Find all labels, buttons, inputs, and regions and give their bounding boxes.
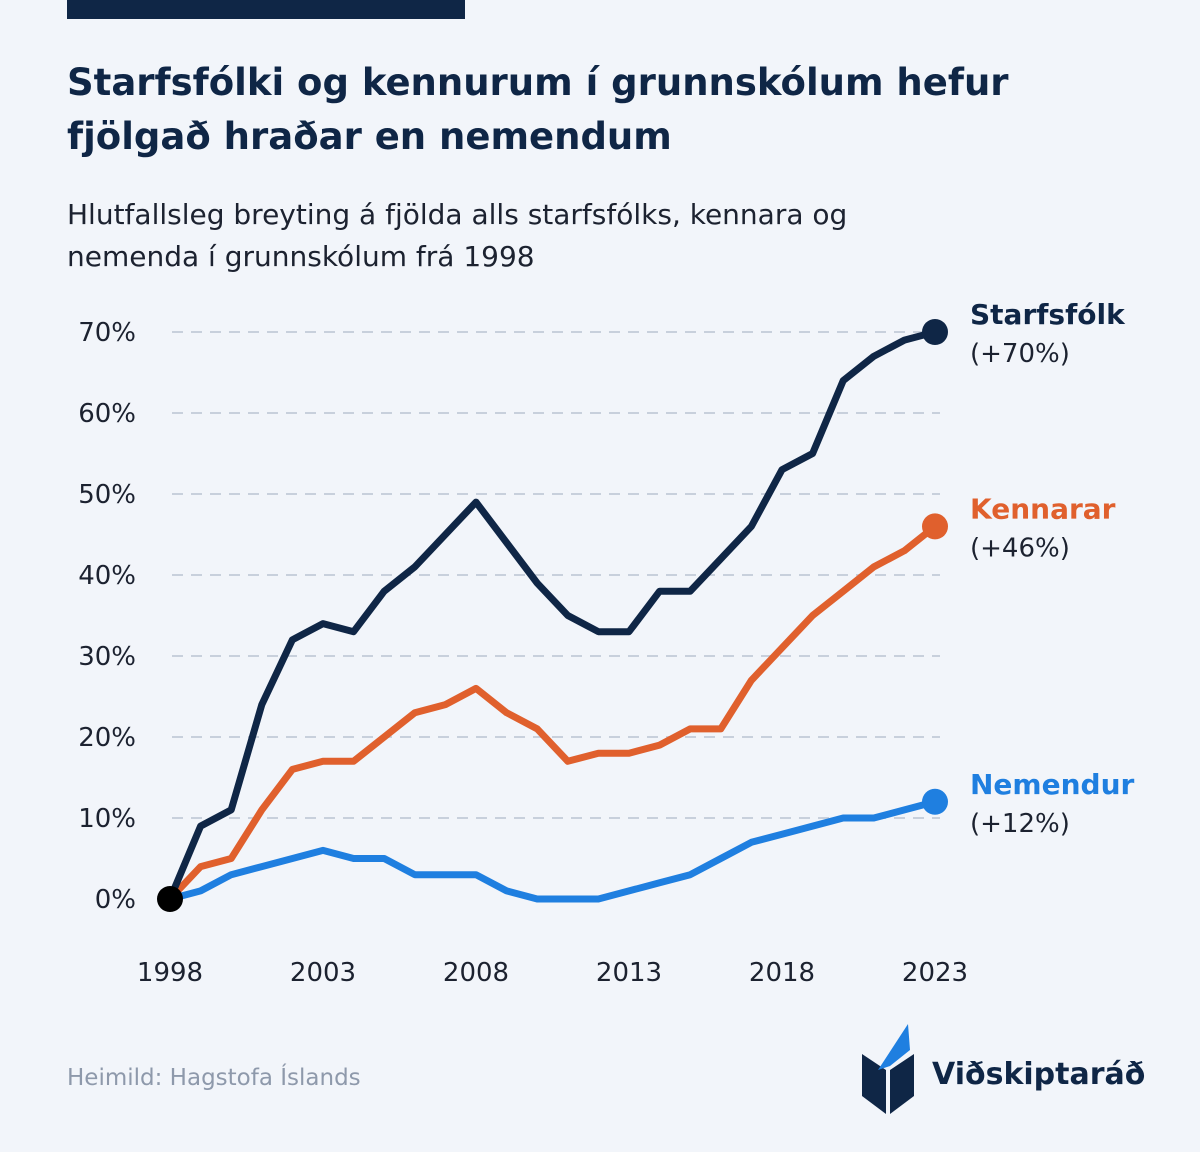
y-tick-label: 70% [78,318,136,348]
y-tick-label: 20% [78,723,136,753]
y-tick-label: 60% [78,399,136,429]
series-end-point [922,513,948,540]
top-accent-bar [67,0,465,19]
series-change-label: (+12%) [970,809,1070,839]
series-line [166,522,939,903]
y-tick-label: 30% [78,642,136,672]
y-axis: 0% 10% 20% 30% 40% 50% 60% 70% [78,318,136,915]
brand-name: Viðskiptaráð [932,1057,1146,1092]
x-axis: 1998 2003 2008 2013 2018 2023 [137,958,968,988]
series-end-point [922,788,948,815]
chart-title: Starfsfólki og kennurum í grunnskólum he… [67,61,1009,158]
x-tick-label: 2023 [902,958,968,988]
gridlines [172,331,940,819]
source-note: Heimild: Hagstofa Íslands [67,1065,361,1091]
x-tick-label: 1998 [137,958,203,988]
leaf-logo-icon [862,1024,914,1114]
chart-subtitle: Hlutfallsleg breyting á fjölda alls star… [67,198,848,273]
series-end-point [922,319,948,345]
series-line [166,328,939,903]
x-tick-label: 2008 [443,958,509,988]
series-name-label: Starfsfólk [970,298,1126,331]
x-tick-label: 2003 [290,958,356,988]
series-name-label: Kennarar [970,492,1116,525]
series-line [166,798,939,903]
y-tick-label: 40% [78,561,136,591]
series-name-label: Nemendur [970,768,1135,801]
series-labels: Starfsfólk (+70%) Kennarar (+46%) Nemendur (+… [970,298,1135,839]
origin-point [157,886,183,912]
series-change-label: (+46%) [970,533,1070,563]
x-tick-label: 2018 [749,958,815,988]
x-tick-label: 2013 [596,958,662,988]
y-tick-label: 50% [78,480,136,510]
y-tick-label: 10% [78,804,136,834]
series-change-label: (+70%) [970,339,1070,369]
y-tick-label: 0% [95,885,136,915]
brand-logo: Viðskiptaráð [860,1022,1150,1122]
series-lines [157,319,948,912]
